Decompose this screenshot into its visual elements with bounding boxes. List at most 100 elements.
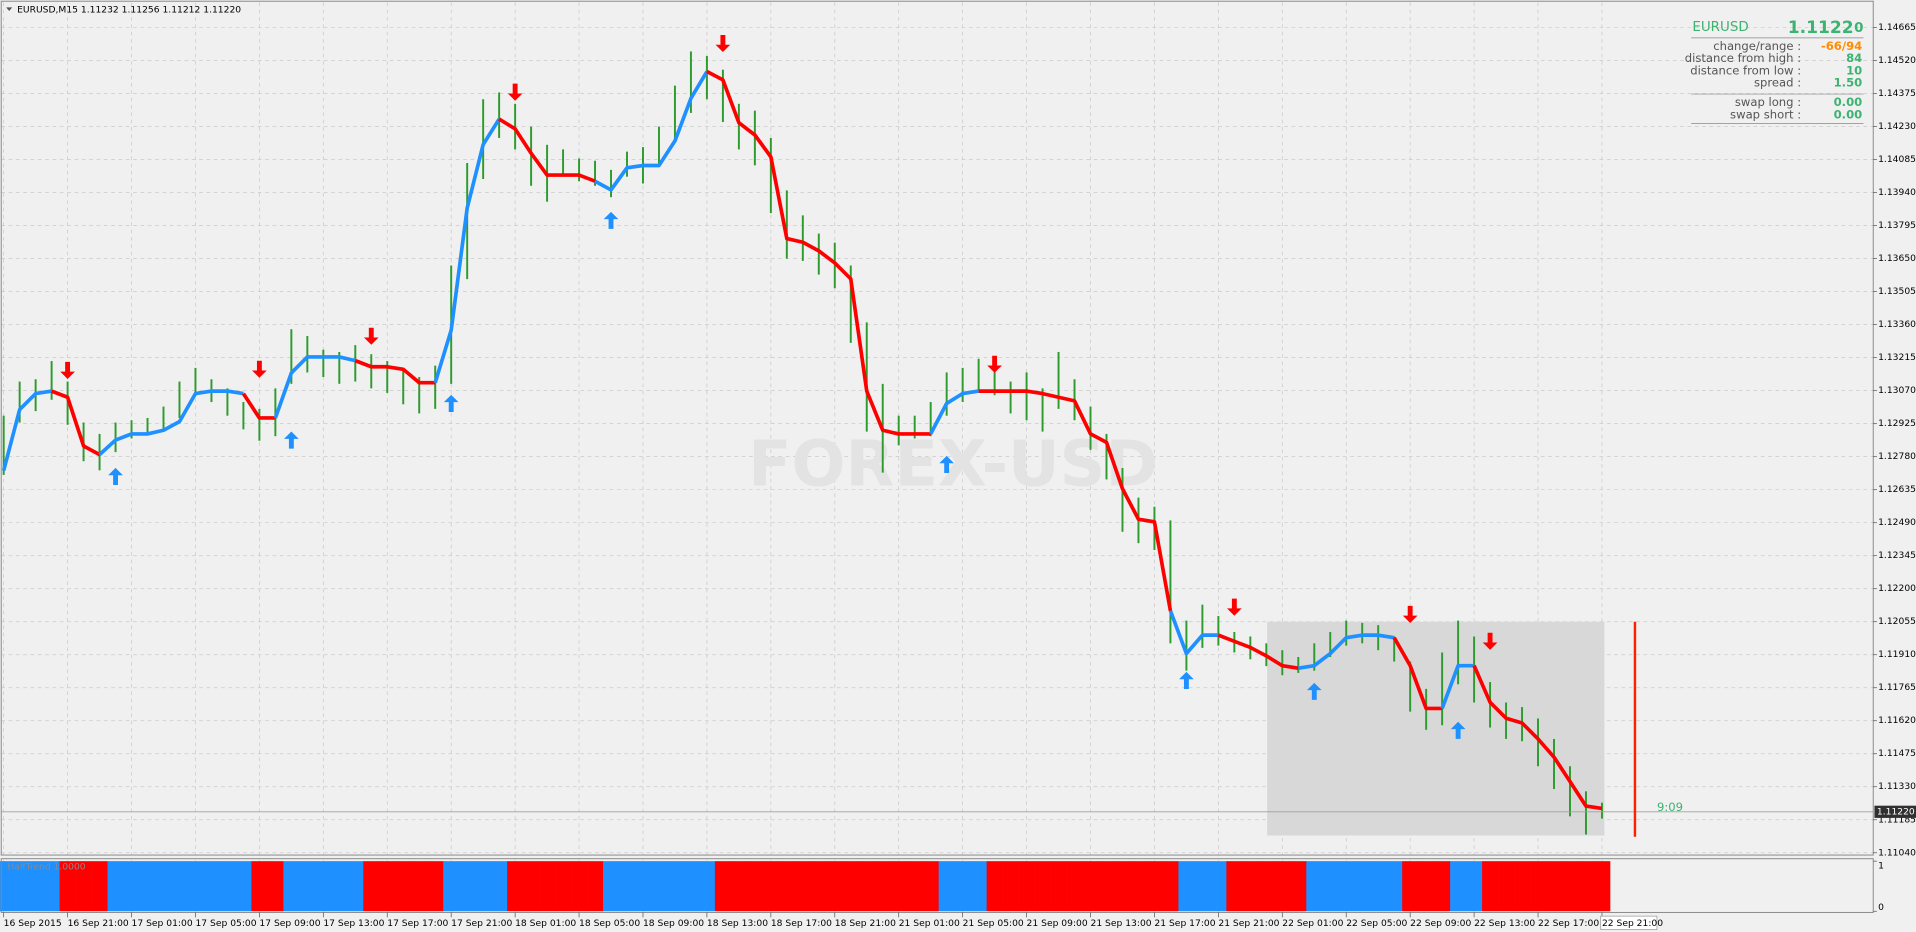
sell-arrow <box>1482 632 1498 650</box>
x-tick-label: 22 Sep 13:00 <box>1474 918 1535 929</box>
y-tick-label: 1.14520 <box>1878 55 1916 66</box>
indicator-bar <box>491 861 508 912</box>
indicator-bar <box>650 861 668 912</box>
indicator-bar <box>1194 861 1211 912</box>
x-tick-label: 17 Sep 01:00 <box>132 918 193 929</box>
info-value: 10 <box>1846 63 1862 77</box>
indicator-bar <box>427 861 444 912</box>
indicator-bar <box>1098 861 1115 912</box>
x-tick-label: 18 Sep 17:00 <box>771 918 832 929</box>
timer: 9:09 <box>1657 800 1683 814</box>
y-tick-label: 1.13505 <box>1878 286 1916 297</box>
x-tick-label: 18 Sep 09:00 <box>643 918 704 929</box>
indicator-bar <box>698 861 716 912</box>
info-label: swap long : <box>1735 95 1801 109</box>
indicator-bar <box>139 861 156 912</box>
x-tick-label: 21 Sep 05:00 <box>963 918 1024 929</box>
buy-arrow <box>284 431 299 449</box>
indicator-bar <box>1530 861 1547 912</box>
indicator-bar <box>587 861 604 912</box>
x-tick-label: 17 Sep 13:00 <box>323 918 384 929</box>
trend-line <box>50 389 101 457</box>
indicator-bar <box>762 861 780 912</box>
trend-line <box>978 389 1173 612</box>
indicator-bar <box>1402 861 1419 912</box>
x-tick-label: 21 Sep 17:00 <box>1154 918 1215 929</box>
sell-arrow <box>987 355 1002 373</box>
indicator-bar <box>810 861 828 912</box>
indicator-bar <box>363 861 380 912</box>
indicator-bar <box>283 861 300 912</box>
indicator-bar <box>970 861 987 912</box>
x-tick-label: 16 Sep 2015 <box>4 918 62 929</box>
indicator-bar <box>1354 861 1371 912</box>
indicator-bar <box>730 861 748 912</box>
indicator-bar <box>475 861 492 912</box>
sell-arrow <box>507 83 523 101</box>
indicator-bar <box>379 861 396 912</box>
x-tick-label: 22 Sep 21:00 <box>1602 918 1663 929</box>
buy-arrow <box>939 455 954 473</box>
info-rows: change/range : -66/94 distance from high :… <box>1685 39 1862 121</box>
indicator-bar <box>682 861 700 912</box>
indicator-bar <box>1082 861 1099 912</box>
indicator-bar <box>331 861 348 912</box>
info-symbol: EURUSD <box>1692 20 1748 35</box>
indicator-bar <box>555 861 572 912</box>
y-tick-label: 1.13215 <box>1878 352 1916 363</box>
indicator-bar <box>794 861 812 912</box>
buy-arrow <box>1450 721 1466 739</box>
menu-icon[interactable] <box>6 7 13 11</box>
info-value: -66/94 <box>1821 39 1862 53</box>
sell-arrow <box>1227 598 1242 616</box>
buy-arrow <box>1179 671 1194 689</box>
trend-line <box>594 70 709 192</box>
info-label: spread : <box>1754 76 1801 90</box>
y-tick-label: 1.14230 <box>1878 121 1916 132</box>
x-tick-label: 22 Sep 01:00 <box>1282 918 1343 929</box>
indicator-bar <box>443 861 460 912</box>
indicator-bar <box>842 861 860 912</box>
price-label-box <box>1874 805 1916 818</box>
y-tick-label: 1.14085 <box>1878 154 1916 165</box>
x-tick-label: 18 Sep 01:00 <box>515 918 576 929</box>
indicator-bar <box>1210 861 1227 912</box>
y-tick-label: 1.14375 <box>1878 88 1916 99</box>
trend-line <box>1472 664 1603 811</box>
y-tick-label: 1.12200 <box>1878 583 1916 594</box>
indicator-bar <box>1066 861 1083 912</box>
indicator-bar <box>1034 861 1051 912</box>
y-tick-label: 1.11330 <box>1878 781 1916 792</box>
indicator-bar <box>1306 861 1323 912</box>
x-tick-label: 21 Sep 21:00 <box>1218 918 1279 929</box>
y-tick-label: 1.12055 <box>1878 616 1916 627</box>
y-tick-label: 1.13795 <box>1878 220 1916 231</box>
indicator-bar <box>395 861 412 912</box>
sell-arrow <box>252 360 267 378</box>
indicator-bar <box>1593 861 1611 912</box>
x-tick-label: 22 Sep 05:00 <box>1346 918 1407 929</box>
y-tick-label: 1.12925 <box>1878 418 1916 429</box>
indicator-bar <box>890 861 908 912</box>
x-tick-label: 16 Sep 21:00 <box>68 918 129 929</box>
indicator-bar <box>123 861 140 912</box>
y-tick-label: 1.11910 <box>1878 649 1916 660</box>
trend-line <box>1440 663 1475 710</box>
trend-line <box>1392 636 1443 711</box>
indicator-bar <box>1050 861 1067 912</box>
trend-line <box>1 389 52 472</box>
trend-line <box>241 392 276 420</box>
indicator-bar <box>1434 861 1451 912</box>
indicator-bar <box>714 861 732 912</box>
chart-title: EURUSD,M15 1.11232 1.11256 1.11212 1.112… <box>17 4 241 15</box>
indicator-bar <box>1290 861 1307 912</box>
indicator-bar <box>858 861 876 912</box>
indicator-bar <box>1018 861 1035 912</box>
indicator-tick-label: 1 <box>1878 861 1884 872</box>
indicator-bar <box>619 861 636 912</box>
x-tick-label: 21 Sep 13:00 <box>1091 918 1152 929</box>
indicator-bar <box>938 861 956 912</box>
indicator-bar <box>666 861 684 912</box>
trend-line <box>1217 633 1299 670</box>
indicator-bar <box>906 861 924 912</box>
